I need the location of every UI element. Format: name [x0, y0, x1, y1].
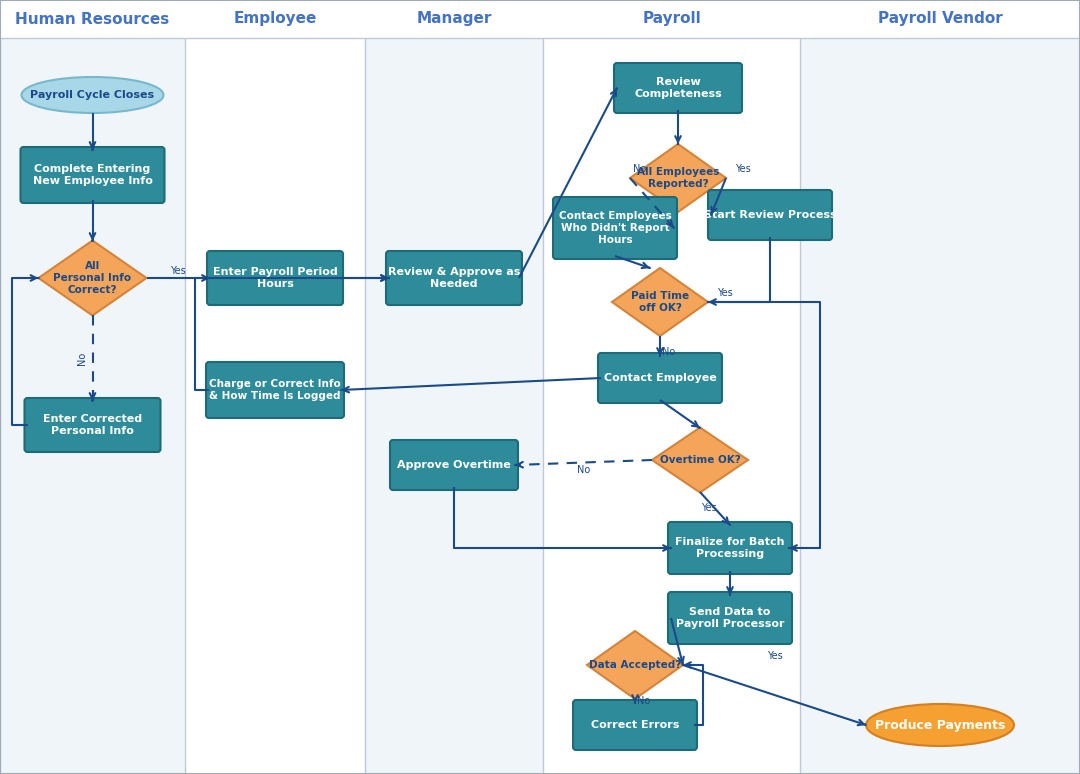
FancyBboxPatch shape — [553, 197, 677, 259]
Text: Send Data to
Payroll Processor: Send Data to Payroll Processor — [676, 607, 784, 628]
Polygon shape — [39, 241, 147, 316]
FancyBboxPatch shape — [206, 362, 345, 418]
Text: No: No — [78, 351, 87, 365]
FancyBboxPatch shape — [25, 398, 161, 452]
Text: Enter Corrected
Personal Info: Enter Corrected Personal Info — [43, 414, 143, 436]
Text: Contact Employee: Contact Employee — [604, 373, 716, 383]
Text: No: No — [637, 696, 650, 706]
Text: No: No — [577, 465, 590, 475]
Text: Produce Payments: Produce Payments — [875, 718, 1005, 731]
FancyBboxPatch shape — [573, 700, 697, 750]
Bar — [185, 0, 365, 774]
FancyBboxPatch shape — [708, 190, 832, 240]
FancyBboxPatch shape — [669, 522, 792, 574]
Text: Review & Approve as
Needed: Review & Approve as Needed — [388, 267, 521, 289]
FancyBboxPatch shape — [386, 251, 522, 305]
Text: All
Personal Info
Correct?: All Personal Info Correct? — [53, 262, 132, 295]
FancyBboxPatch shape — [207, 251, 343, 305]
Text: Human Resources: Human Resources — [15, 12, 170, 26]
FancyBboxPatch shape — [598, 353, 723, 403]
Text: Yes: Yes — [767, 651, 782, 661]
Text: Approve Overtime: Approve Overtime — [397, 460, 511, 470]
Bar — [365, 0, 543, 774]
Polygon shape — [652, 427, 748, 492]
Text: Yes: Yes — [171, 266, 186, 276]
FancyBboxPatch shape — [390, 440, 518, 490]
Text: Yes: Yes — [717, 288, 733, 298]
Text: Contact Employees
Who Didn't Report
Hours: Contact Employees Who Didn't Report Hour… — [558, 211, 672, 245]
Text: Manager: Manager — [416, 12, 491, 26]
Ellipse shape — [866, 704, 1014, 746]
Polygon shape — [588, 631, 683, 699]
Bar — [0, 0, 185, 774]
Text: Finalize for Batch
Processing: Finalize for Batch Processing — [675, 537, 785, 559]
Text: Yes: Yes — [735, 164, 751, 174]
FancyBboxPatch shape — [669, 592, 792, 644]
Text: All Employees
Reported?: All Employees Reported? — [637, 167, 719, 189]
Text: Enter Payroll Period
Hours: Enter Payroll Period Hours — [213, 267, 337, 289]
Text: Payroll Vendor: Payroll Vendor — [878, 12, 1002, 26]
FancyBboxPatch shape — [21, 147, 164, 203]
Text: No: No — [662, 347, 676, 357]
Text: Start Review Process: Start Review Process — [704, 210, 836, 220]
Text: Paid Time
off OK?: Paid Time off OK? — [631, 291, 689, 313]
Text: Correct Errors: Correct Errors — [591, 720, 679, 730]
Polygon shape — [612, 268, 708, 336]
Polygon shape — [630, 144, 726, 212]
Bar — [543, 0, 800, 774]
Bar — [800, 0, 1080, 774]
FancyBboxPatch shape — [615, 63, 742, 113]
Text: No: No — [633, 164, 647, 174]
Text: Charge or Correct Info
& How Time Is Logged: Charge or Correct Info & How Time Is Log… — [210, 379, 341, 401]
Text: Employee: Employee — [233, 12, 316, 26]
Text: Payroll Cycle Closes: Payroll Cycle Closes — [30, 90, 154, 100]
Ellipse shape — [22, 77, 163, 113]
Text: Review
Completeness: Review Completeness — [634, 77, 721, 99]
Text: Overtime OK?: Overtime OK? — [660, 455, 741, 465]
Text: Complete Entering
New Employee Info: Complete Entering New Employee Info — [32, 164, 152, 186]
Text: Yes: Yes — [701, 503, 717, 513]
Bar — [0, 0, 1080, 38]
Text: Payroll: Payroll — [643, 12, 701, 26]
Text: Data Accepted?: Data Accepted? — [589, 660, 681, 670]
